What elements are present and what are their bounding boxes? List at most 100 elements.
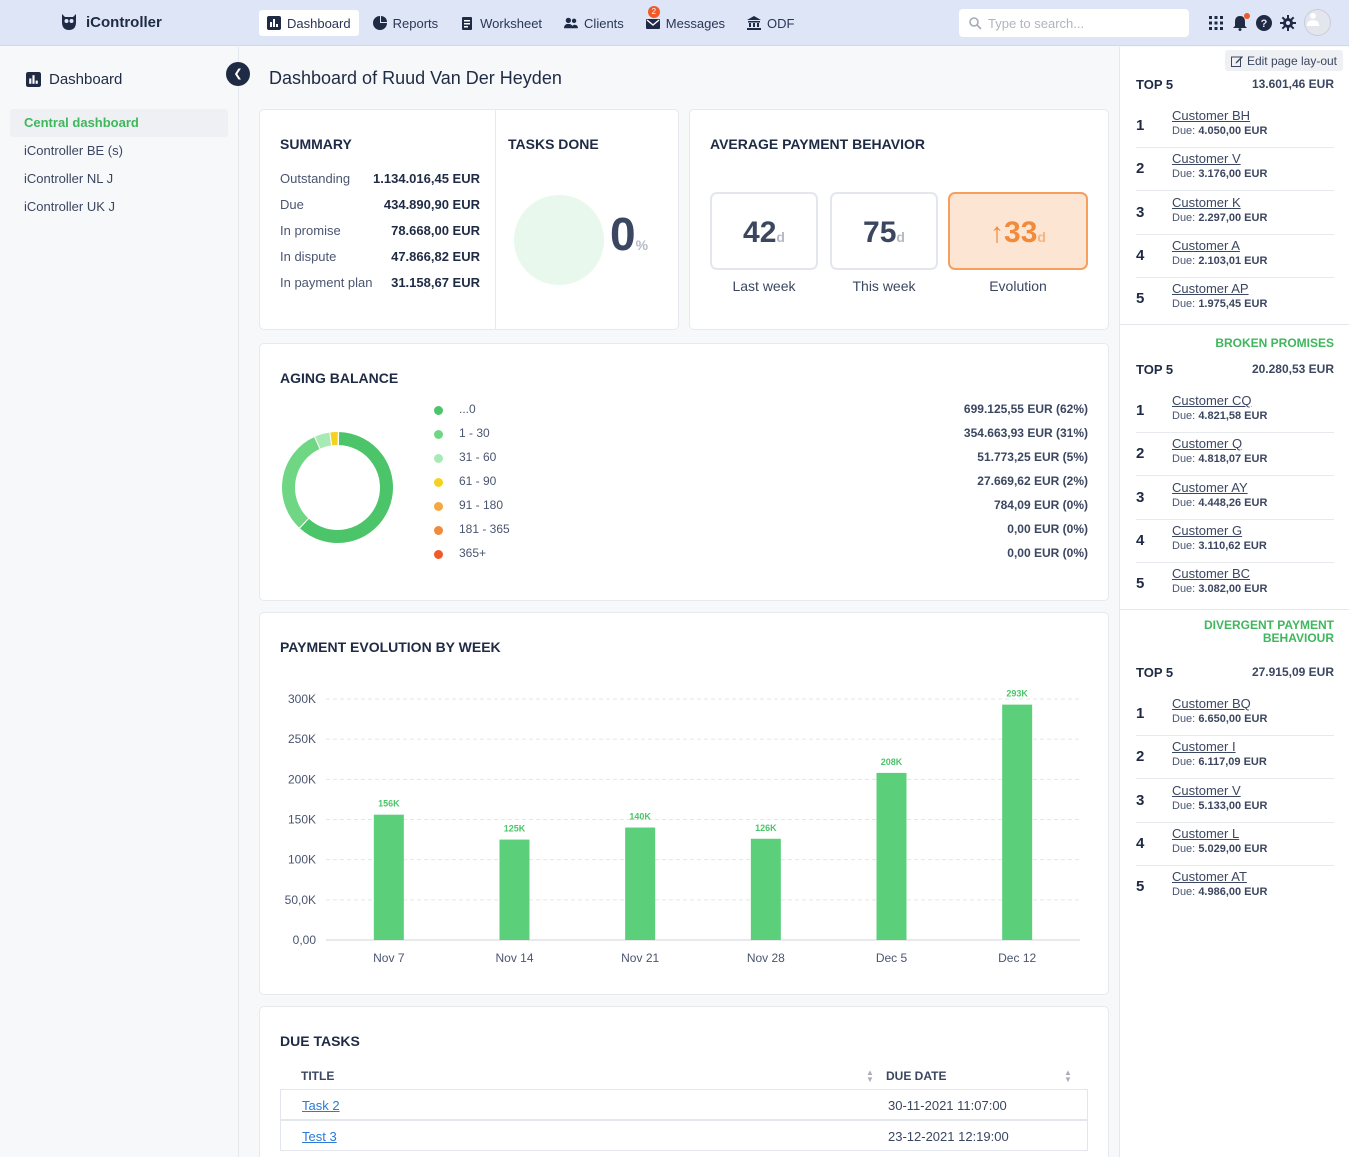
top5-total: 20.280,53 EUR	[1251, 362, 1334, 376]
due-amount: 2.103,01 EUR	[1198, 254, 1268, 267]
column-title[interactable]: TITLE	[301, 1069, 335, 1083]
rank-number: 3	[1136, 791, 1145, 809]
rank-number: 2	[1136, 445, 1145, 463]
y-tick-label: 50,0K	[285, 893, 316, 907]
customer-link[interactable]: Customer AP	[1172, 281, 1249, 297]
customer-link[interactable]: Customer AY	[1172, 479, 1248, 495]
top-navbar: iController Dashboard Reports Worksheet …	[0, 0, 1349, 46]
gear-icon[interactable]	[1280, 14, 1296, 31]
legend-dot	[434, 550, 443, 559]
nav-clients[interactable]: Clients	[556, 10, 632, 36]
customer-link[interactable]: Customer V	[1172, 782, 1241, 798]
task-link[interactable]: Task 2	[302, 1098, 340, 1113]
customer-due: Due: 3.110,62 EUR	[1172, 540, 1267, 552]
summary-title: SUMMARY	[280, 136, 352, 152]
column-due-date[interactable]: DUE DATE	[886, 1069, 947, 1083]
bar[interactable]	[373, 814, 404, 940]
sort-icon[interactable]: ▲ ▼	[866, 1068, 874, 1084]
customer-link[interactable]: Customer K	[1172, 194, 1241, 210]
chevron-left-icon: ❮	[233, 68, 243, 80]
y-tick-label: 250K	[288, 732, 316, 746]
list-item: 2 Customer V Due: 3.176,00 EUR	[1136, 148, 1334, 192]
top5-header: TOP 5 13.601,46 EUR	[1136, 77, 1334, 92]
summary-card: SUMMARY Outstanding 1.134.016,45 EUR Due 4…	[259, 109, 679, 330]
bank-icon	[747, 16, 762, 30]
list-item: 2 Customer Q Due: 4.818,07 EUR	[1136, 433, 1334, 477]
customer-link[interactable]: Customer V	[1172, 151, 1241, 167]
help-icon[interactable]: ?	[1256, 14, 1272, 31]
bar[interactable]	[750, 838, 781, 940]
summary-value: 47.866,82 EUR	[391, 249, 480, 264]
aging-amount: 51.773,25 EUR (5%)	[977, 450, 1088, 464]
donut-slice	[329, 431, 339, 447]
customer-due: Due: 2.103,01 EUR	[1172, 255, 1267, 267]
top5-total: 27.915,09 EUR	[1251, 665, 1334, 679]
bar[interactable]	[625, 827, 656, 940]
rank-number: 3	[1136, 203, 1145, 221]
evolution-unit: d	[1037, 229, 1046, 245]
sidebar-item-central-dashboard[interactable]: Central dashboard	[10, 109, 228, 137]
app-name: iController	[86, 13, 162, 31]
summary-row: Due 434.890,90 EUR	[280, 197, 480, 212]
sidebar-title-label: Dashboard	[49, 71, 123, 88]
sidebar: Dashboard ❮ Central dashboard iControlle…	[0, 47, 250, 1157]
apps-grid-icon[interactable]	[1208, 15, 1224, 31]
customer-link[interactable]: Customer Q	[1172, 436, 1243, 452]
sidebar-item-icontroller-nl[interactable]: iController NL J	[24, 171, 114, 186]
top5-label: TOP 5	[1136, 665, 1174, 680]
customer-link[interactable]: Customer AT	[1172, 869, 1247, 885]
due-amount: 4.821,58 EUR	[1198, 410, 1268, 422]
nav-messages[interactable]: 2 Messages	[638, 6, 733, 36]
customer-due: Due: 3.176,00 EUR	[1172, 168, 1267, 180]
customer-due: Due: 4.050,00 EUR	[1172, 125, 1267, 137]
sort-icon[interactable]: ▲ ▼	[1064, 1068, 1072, 1084]
rank-number: 2	[1136, 160, 1145, 178]
app-logo[interactable]: iController	[60, 12, 162, 32]
nav-dashboard[interactable]: Dashboard	[259, 10, 359, 36]
aging-range: 31 - 60	[459, 450, 497, 464]
section-divider	[1120, 608, 1349, 610]
customer-link[interactable]: Customer BQ	[1172, 696, 1251, 711]
edit-layout-button[interactable]: Edit page lay-out	[1224, 50, 1343, 71]
top5-header: TOP 5 27.915,09 EUR	[1136, 665, 1334, 680]
list-item: 1 Customer CQ Due: 4.821,58 EUR	[1136, 390, 1334, 433]
customer-link[interactable]: Customer A	[1172, 237, 1240, 253]
bar[interactable]	[876, 772, 907, 940]
bar-chart-icon	[267, 16, 281, 30]
task-link[interactable]: Test 3	[302, 1129, 337, 1144]
list-item: 3 Customer K Due: 2.297,00 EUR	[1136, 192, 1334, 235]
top5-label: TOP 5	[1136, 362, 1174, 377]
svg-text:?: ?	[1261, 18, 1268, 30]
notifications-button[interactable]	[1232, 12, 1250, 31]
avatar[interactable]	[1304, 9, 1331, 36]
nav-reports[interactable]: Reports	[365, 10, 447, 36]
summary-row: In payment plan 31.158,67 EUR	[280, 275, 480, 290]
edit-layout-label: Edit page lay-out	[1246, 53, 1337, 68]
aging-range: 61 - 90	[459, 474, 497, 488]
customer-link[interactable]: Customer CQ	[1172, 393, 1252, 408]
customer-due: Due: 2.297,00 EUR	[1172, 212, 1267, 224]
search-box[interactable]	[959, 9, 1189, 37]
messages-badge: 2	[647, 6, 660, 18]
customer-link[interactable]: Customer G	[1172, 522, 1243, 538]
collapse-sidebar-button[interactable]: ❮	[226, 62, 250, 86]
nav-worksheet[interactable]: Worksheet	[452, 10, 550, 36]
bar[interactable]	[1002, 704, 1033, 940]
sidebar-item-icontroller-be[interactable]: iController BE (s)	[24, 143, 123, 158]
bar-data-label: 126K	[755, 823, 777, 833]
nav-odf[interactable]: ODF	[739, 10, 802, 36]
customer-link[interactable]: Customer BH	[1172, 108, 1251, 123]
rank-number: 5	[1136, 878, 1145, 896]
due-label: Due:	[1172, 886, 1196, 899]
search-input[interactable]	[988, 15, 1178, 31]
sidebar-item-icontroller-uk[interactable]: iController UK J	[24, 199, 116, 214]
aging-amount: 0,00 EUR (0%)	[1007, 546, 1088, 560]
aging-row: 181 - 365 0,00 EUR (0%)	[434, 522, 1088, 540]
bar[interactable]	[499, 839, 530, 940]
rank-number: 5	[1136, 575, 1145, 593]
aging-row: 365+ 0,00 EUR (0%)	[434, 546, 1088, 564]
customer-link[interactable]: Customer I	[1172, 739, 1236, 755]
list-item: 5 Customer AP Due: 1.975,45 EUR	[1136, 278, 1334, 321]
customer-link[interactable]: Customer L	[1172, 825, 1240, 841]
customer-link[interactable]: Customer BC	[1172, 566, 1251, 582]
